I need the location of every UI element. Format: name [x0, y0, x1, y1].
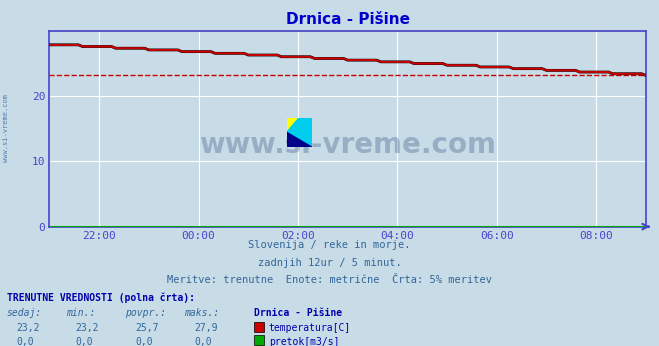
Polygon shape [287, 118, 299, 133]
Text: 25,7: 25,7 [135, 323, 159, 333]
Text: Meritve: trenutne  Enote: metrične  Črta: 5% meritev: Meritve: trenutne Enote: metrične Črta: … [167, 275, 492, 285]
Text: min.:: min.: [66, 308, 96, 318]
Text: Slovenija / reke in morje.: Slovenija / reke in morje. [248, 240, 411, 251]
Text: www.si-vreme.com: www.si-vreme.com [3, 94, 9, 162]
Text: www.si-vreme.com: www.si-vreme.com [199, 130, 496, 158]
Text: 0,0: 0,0 [135, 337, 153, 346]
Text: maks.:: maks.: [185, 308, 219, 318]
Text: 23,2: 23,2 [16, 323, 40, 333]
Text: 0,0: 0,0 [16, 337, 34, 346]
Text: 0,0: 0,0 [194, 337, 212, 346]
Text: 27,9: 27,9 [194, 323, 218, 333]
Text: 23,2: 23,2 [76, 323, 100, 333]
Text: 0,0: 0,0 [76, 337, 94, 346]
Text: Drnica - Pišine: Drnica - Pišine [254, 308, 342, 318]
Polygon shape [287, 118, 312, 147]
Text: zadnjih 12ur / 5 minut.: zadnjih 12ur / 5 minut. [258, 258, 401, 268]
Text: pretok[m3/s]: pretok[m3/s] [269, 337, 339, 346]
Text: sedaj:: sedaj: [7, 308, 42, 318]
Polygon shape [287, 133, 312, 147]
Title: Drnica - Pišine: Drnica - Pišine [285, 12, 410, 27]
Text: povpr.:: povpr.: [125, 308, 166, 318]
Text: temperatura[C]: temperatura[C] [269, 323, 351, 333]
Text: TRENUTNE VREDNOSTI (polna črta):: TRENUTNE VREDNOSTI (polna črta): [7, 292, 194, 303]
